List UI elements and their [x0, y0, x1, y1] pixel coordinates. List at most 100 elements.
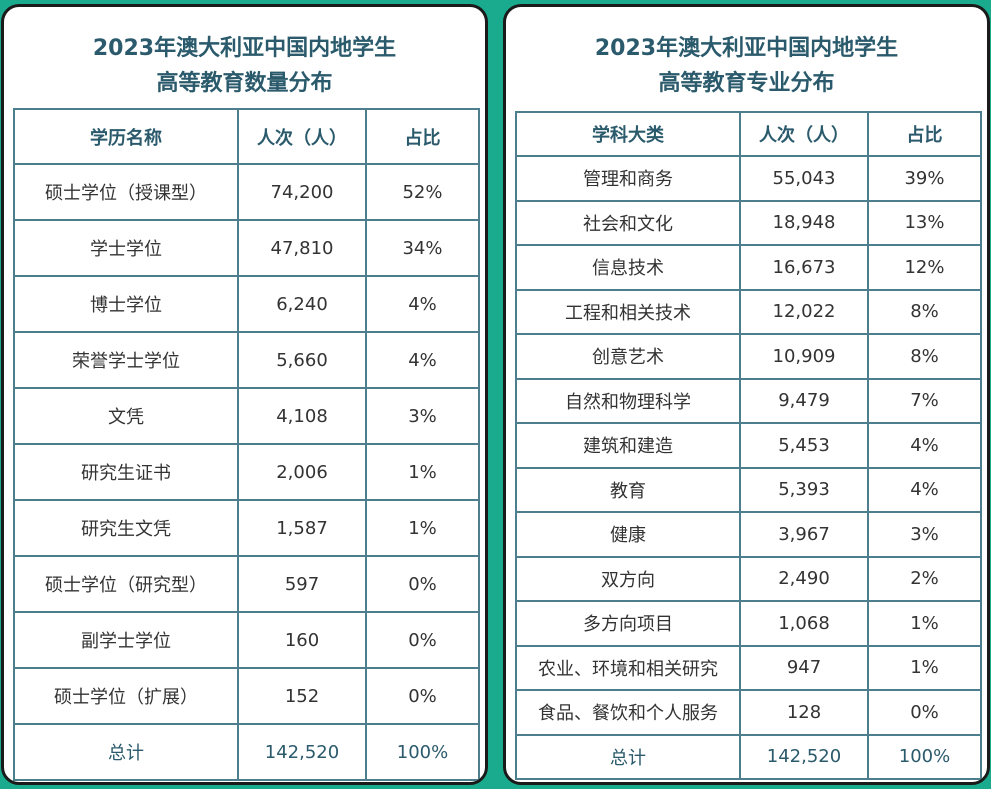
table-row: 博士学位 6,240 4% — [13, 275, 480, 333]
total-row: 总计 142,520 100% — [515, 733, 982, 780]
table-row: 文凭 4,108 3% — [13, 387, 480, 445]
total-row: 总计 142,520 100% — [13, 723, 480, 781]
table-cell: 4% — [365, 275, 480, 333]
table-cell: 1% — [365, 443, 480, 501]
table-cell: 工程和相关技术 — [515, 288, 741, 335]
column-header: 学历名称 — [13, 108, 239, 165]
table-cell: 0% — [365, 611, 480, 669]
table-cell: 13% — [867, 199, 982, 246]
table-cell: 文凭 — [13, 387, 239, 445]
total-cell: 总计 — [515, 733, 741, 780]
table-cell: 管理和商务 — [515, 155, 741, 202]
table-cell: 5,453 — [739, 422, 869, 469]
table-cell: 硕士学位（授课型） — [13, 163, 239, 221]
column-header: 学科大类 — [515, 111, 741, 157]
table-cell: 社会和文化 — [515, 199, 741, 246]
table-cell: 52% — [365, 163, 480, 221]
table-cell: 信息技术 — [515, 244, 741, 291]
table-cell: 教育 — [515, 466, 741, 513]
table-row: 荣誉学士学位 5,660 4% — [13, 331, 480, 389]
table-cell: 10,909 — [739, 333, 869, 380]
column-header: 占比 — [365, 108, 480, 165]
table-cell: 7% — [867, 377, 982, 424]
table-row: 硕士学位（扩展） 152 0% — [13, 667, 480, 725]
table-cell: 2% — [867, 555, 982, 602]
table-row: 农业、环境和相关研究 947 1% — [515, 644, 982, 691]
table-row: 创意艺术 10,909 8% — [515, 333, 982, 380]
table-cell: 硕士学位（扩展） — [13, 667, 239, 725]
table-cell: 0% — [867, 689, 982, 736]
table-row: 硕士学位（授课型） 74,200 52% — [13, 163, 480, 221]
table-row: 研究生证书 2,006 1% — [13, 443, 480, 501]
total-cell: 总计 — [13, 723, 239, 781]
table-cell: 4% — [867, 466, 982, 513]
table-row: 学士学位 47,810 34% — [13, 219, 480, 277]
table-cell: 2,490 — [739, 555, 869, 602]
total-cell: 142,520 — [739, 733, 869, 780]
major-distribution-card: 2023年澳大利亚中国内地学生 高等教育专业分布 学科大类 人次（人） 占比 管… — [503, 4, 990, 785]
table-cell: 0% — [365, 667, 480, 725]
degree-table: 学历名称 人次（人） 占比 硕士学位（授课型） 74,200 52% 学士学位 47,8… — [13, 108, 480, 781]
table-cell: 副学士学位 — [13, 611, 239, 669]
table-row: 工程和相关技术 12,022 8% — [515, 288, 982, 335]
degree-distribution-card: 2023年澳大利亚中国内地学生 高等教育数量分布 学历名称 人次（人） 占比 硕… — [1, 4, 488, 785]
table-cell: 2,006 — [237, 443, 367, 501]
table-cell: 128 — [739, 689, 869, 736]
table-row: 副学士学位 160 0% — [13, 611, 480, 669]
table-cell: 1,068 — [739, 600, 869, 647]
table-cell: 创意艺术 — [515, 333, 741, 380]
table-row: 食品、餐饮和个人服务 128 0% — [515, 689, 982, 736]
table-header-row: 学历名称 人次（人） 占比 — [13, 108, 480, 165]
table-cell: 6,240 — [237, 275, 367, 333]
table-cell: 152 — [237, 667, 367, 725]
table-cell: 健康 — [515, 511, 741, 558]
table-cell: 1,587 — [237, 499, 367, 557]
table-row: 教育 5,393 4% — [515, 466, 982, 513]
table-row: 双方向 2,490 2% — [515, 555, 982, 602]
table-cell: 建筑和建造 — [515, 422, 741, 469]
table-cell: 47,810 — [237, 219, 367, 277]
table-cell: 9,479 — [739, 377, 869, 424]
table-cell: 74,200 — [237, 163, 367, 221]
table-cell: 597 — [237, 555, 367, 613]
table-row: 管理和商务 55,043 39% — [515, 155, 982, 202]
table-cell: 农业、环境和相关研究 — [515, 644, 741, 691]
table-row: 多方向项目 1,068 1% — [515, 600, 982, 647]
table-cell: 3% — [867, 511, 982, 558]
table-cell: 12% — [867, 244, 982, 291]
table-cell: 34% — [365, 219, 480, 277]
major-title-line1: 2023年澳大利亚中国内地学生 — [594, 36, 899, 61]
table-cell: 荣誉学士学位 — [13, 331, 239, 389]
degree-title-line2: 高等教育数量分布 — [156, 71, 333, 96]
table-cell: 55,043 — [739, 155, 869, 202]
table-row: 社会和文化 18,948 13% — [515, 199, 982, 246]
table-cell: 学士学位 — [13, 219, 239, 277]
table-row: 研究生文凭 1,587 1% — [13, 499, 480, 557]
table-cell: 3,967 — [739, 511, 869, 558]
table-cell: 1% — [365, 499, 480, 557]
table-header-row: 学科大类 人次（人） 占比 — [515, 111, 982, 157]
table-cell: 16,673 — [739, 244, 869, 291]
column-header: 人次（人） — [237, 108, 367, 165]
table-cell: 0% — [365, 555, 480, 613]
table-cell: 4,108 — [237, 387, 367, 445]
table-cell: 博士学位 — [13, 275, 239, 333]
table-cell: 多方向项目 — [515, 600, 741, 647]
table-cell: 5,393 — [739, 466, 869, 513]
column-header: 占比 — [867, 111, 982, 157]
table-cell: 1% — [867, 600, 982, 647]
table-cell: 5,660 — [237, 331, 367, 389]
table-cell: 3% — [365, 387, 480, 445]
table-row: 建筑和建造 5,453 4% — [515, 422, 982, 469]
table-row: 硕士学位（研究型） 597 0% — [13, 555, 480, 613]
column-header: 人次（人） — [739, 111, 869, 157]
table-cell: 8% — [867, 288, 982, 335]
table-cell: 研究生文凭 — [13, 499, 239, 557]
table-row: 自然和物理科学 9,479 7% — [515, 377, 982, 424]
table-cell: 4% — [365, 331, 480, 389]
table-cell: 18,948 — [739, 199, 869, 246]
degree-card-title: 2023年澳大利亚中国内地学生 高等教育数量分布 — [4, 31, 485, 101]
table-cell: 12,022 — [739, 288, 869, 335]
degree-title-line1: 2023年澳大利亚中国内地学生 — [92, 36, 397, 61]
total-cell: 100% — [867, 733, 982, 780]
